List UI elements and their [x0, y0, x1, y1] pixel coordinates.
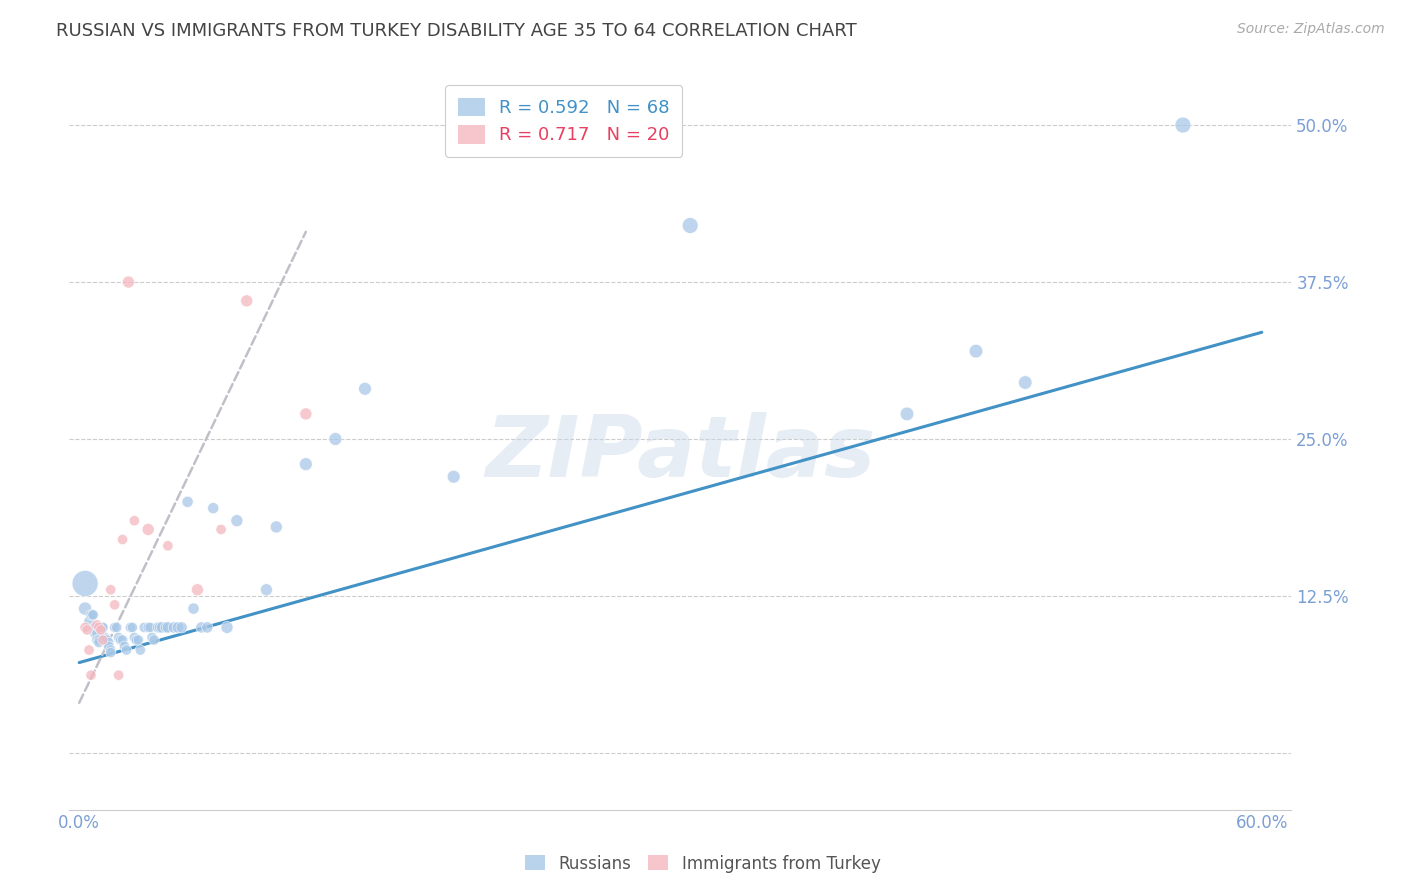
Point	[90, 620, 112, 634]
Point	[149, 620, 172, 634]
Legend: R = 0.592   N = 68, R = 0.717   N = 20: R = 0.592 N = 68, R = 0.717 N = 20	[444, 85, 682, 157]
Point	[166, 620, 188, 634]
Point	[77, 614, 100, 628]
Point	[156, 539, 179, 553]
Point	[94, 632, 117, 647]
Point	[100, 643, 122, 657]
Point	[76, 623, 98, 637]
Point	[150, 620, 173, 634]
Point	[90, 623, 112, 637]
Point	[163, 620, 186, 634]
Point	[266, 520, 288, 534]
Point	[100, 582, 122, 597]
Point	[115, 643, 138, 657]
Point	[82, 607, 104, 622]
Point	[125, 632, 148, 647]
Point	[117, 275, 139, 289]
Point	[97, 635, 120, 649]
Point	[136, 523, 159, 537]
Point	[183, 601, 205, 615]
Point	[354, 382, 377, 396]
Point	[104, 598, 127, 612]
Point	[100, 646, 122, 660]
Point	[235, 293, 257, 308]
Point	[136, 620, 159, 634]
Point	[104, 620, 127, 634]
Point	[75, 601, 97, 615]
Point	[94, 631, 117, 645]
Point	[127, 632, 149, 647]
Point	[114, 640, 136, 654]
Point	[202, 501, 225, 516]
Point	[129, 643, 152, 657]
Point	[80, 607, 103, 622]
Point	[295, 457, 318, 471]
Point	[86, 632, 108, 647]
Point	[75, 620, 97, 634]
Point	[1014, 376, 1036, 390]
Point	[105, 620, 128, 634]
Point	[254, 582, 277, 597]
Point	[111, 632, 134, 647]
Point	[295, 407, 318, 421]
Point	[156, 620, 179, 634]
Point	[146, 620, 169, 634]
Point	[87, 632, 110, 647]
Point	[209, 523, 232, 537]
Point	[91, 620, 114, 634]
Point	[139, 620, 162, 634]
Point	[111, 533, 134, 547]
Point	[120, 620, 142, 634]
Point	[170, 620, 193, 634]
Point	[155, 620, 177, 634]
Point	[86, 626, 108, 640]
Point	[107, 668, 129, 682]
Point	[107, 631, 129, 645]
Point	[896, 407, 918, 421]
Point	[679, 219, 702, 233]
Point	[176, 495, 198, 509]
Point	[124, 514, 146, 528]
Point	[215, 620, 238, 634]
Text: ZIPatlas: ZIPatlas	[485, 412, 876, 495]
Point	[965, 344, 987, 359]
Point	[91, 632, 114, 647]
Point	[80, 668, 103, 682]
Text: RUSSIAN VS IMMIGRANTS FROM TURKEY DISABILITY AGE 35 TO 64 CORRELATION CHART: RUSSIAN VS IMMIGRANTS FROM TURKEY DISABI…	[56, 22, 858, 40]
Point	[443, 469, 465, 483]
Point	[86, 618, 108, 632]
Point	[325, 432, 347, 446]
Point	[91, 620, 114, 634]
Point	[121, 620, 143, 634]
Text: Source: ZipAtlas.com: Source: ZipAtlas.com	[1237, 22, 1385, 37]
Point	[225, 514, 247, 528]
Point	[84, 626, 107, 640]
Point	[87, 620, 110, 634]
Point	[97, 640, 120, 654]
Point	[186, 582, 208, 597]
Point	[84, 620, 107, 634]
Point	[84, 620, 107, 634]
Point	[75, 576, 97, 591]
Point	[77, 643, 100, 657]
Point	[134, 620, 156, 634]
Point	[87, 635, 110, 649]
Point	[124, 631, 146, 645]
Point	[143, 632, 166, 647]
Point	[141, 631, 163, 645]
Point	[1171, 118, 1194, 132]
Point	[82, 607, 104, 622]
Point	[110, 632, 132, 647]
Point	[195, 620, 218, 634]
Legend: Russians, Immigrants from Turkey: Russians, Immigrants from Turkey	[519, 848, 887, 880]
Point	[190, 620, 212, 634]
Point	[96, 632, 118, 647]
